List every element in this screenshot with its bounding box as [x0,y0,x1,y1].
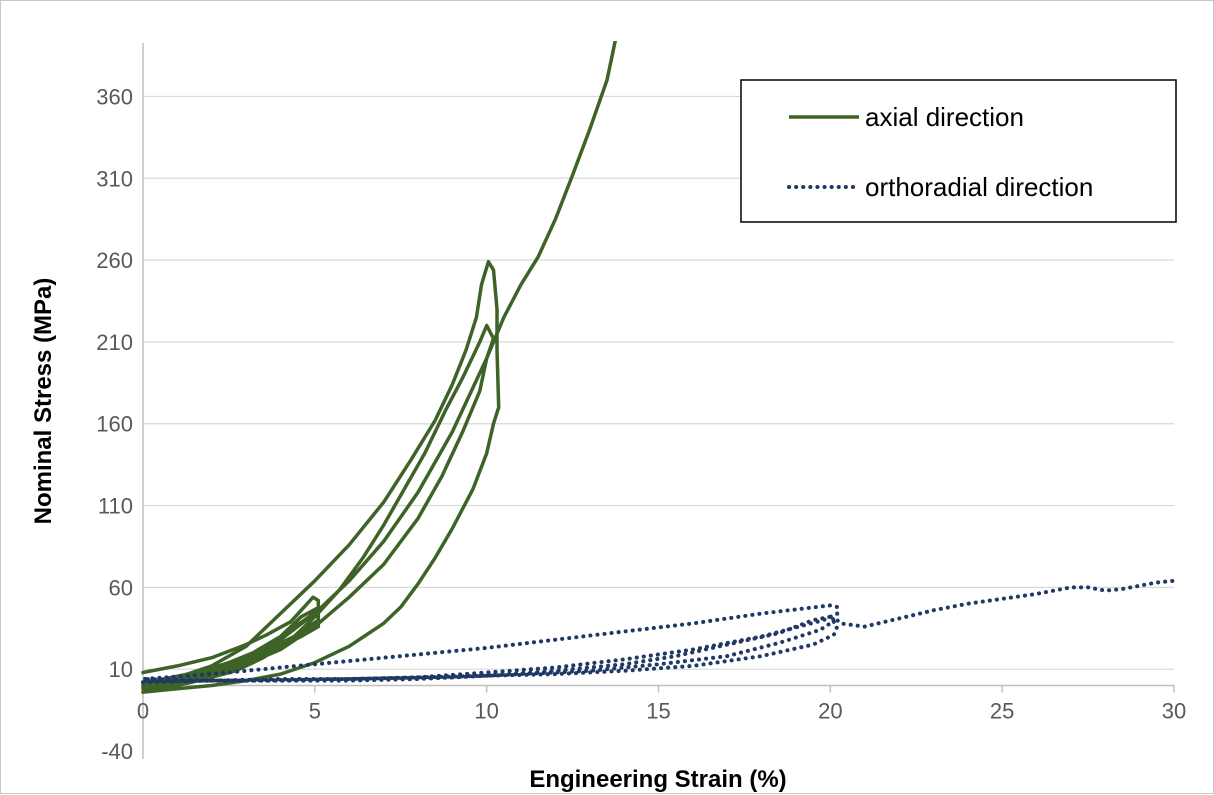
series-line [141,578,1176,685]
x-axis-title: Engineering Strain (%) [529,766,786,793]
legend: axial direction orthoradial direction [740,79,1177,223]
x-tick-label: 10 [474,699,498,724]
legend-label-orthoradial: orthoradial direction [865,172,1093,202]
grid-layer [143,95,1174,670]
y-tick-label: 260 [96,248,133,273]
y-tick-label: -40 [101,739,133,764]
y-tick-label: 60 [109,575,133,600]
series-layer [141,41,1176,694]
x-tick-label: 20 [818,699,842,724]
series-axial [141,41,617,694]
y-tick-label: 310 [96,166,133,191]
y-tick-label: 210 [96,330,133,355]
x-tick-label: 15 [646,699,670,724]
x-tick-label: 5 [309,699,321,724]
axis-layer: -40 10 60 110 160 210 260 310 360 0 5 10 15 20 25 30 [96,43,1186,764]
y-axis-title: Nominal Stress (MPa) [30,278,57,525]
y-tick-label: 160 [96,412,133,437]
y-tick-label: 360 [96,84,133,109]
y-tick-label: 10 [109,657,133,682]
legend-label-axial: axial direction [865,102,1024,132]
legend-box [740,79,1177,223]
series-orthoradial [141,578,1176,685]
x-tick-label: 25 [990,699,1014,724]
series-line [141,41,617,694]
x-tick-label: 30 [1162,699,1186,724]
y-tick-label: 110 [98,494,133,519]
x-tick-label: 0 [137,699,149,724]
